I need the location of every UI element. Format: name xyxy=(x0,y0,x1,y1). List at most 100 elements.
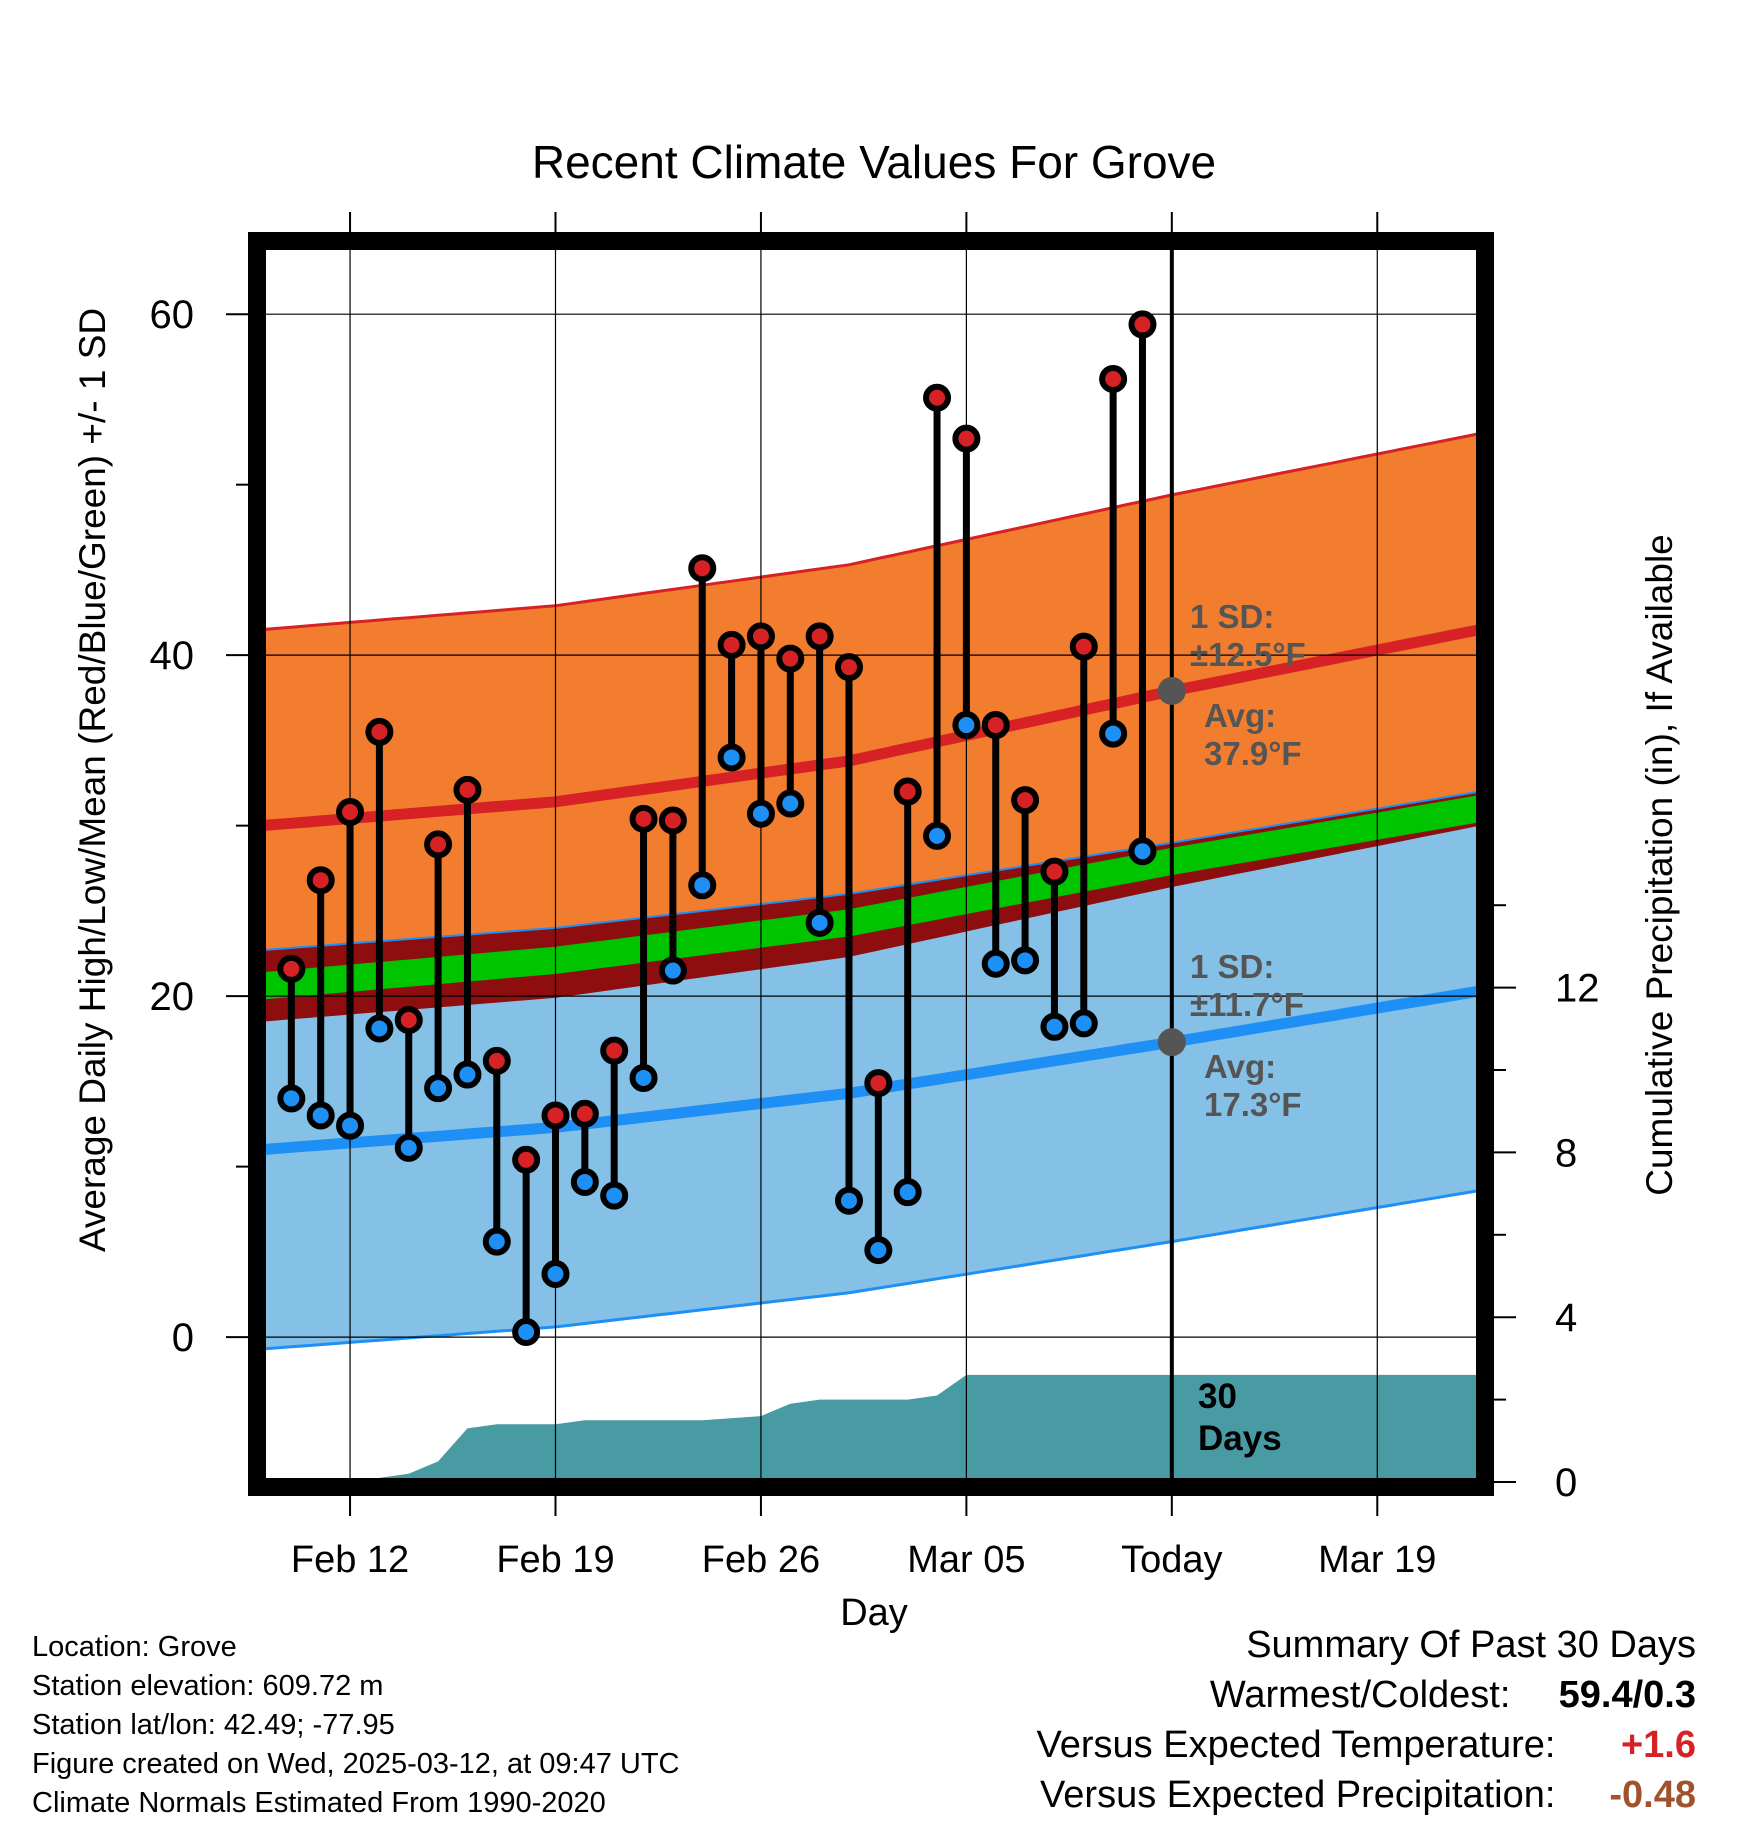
daily-low-point xyxy=(952,711,981,740)
y-tick-label: 20 xyxy=(150,975,195,1019)
daily-high-point xyxy=(834,653,863,682)
x-tick-label: Today xyxy=(1121,1539,1222,1581)
temp-label: Versus Expected Temperature: xyxy=(1036,1724,1556,1766)
precip-label: Versus Expected Precipitation: xyxy=(1040,1774,1556,1816)
daily-high-point xyxy=(1128,310,1157,339)
latlon-text: Station lat/lon: 42.49; -77.95 xyxy=(32,1709,395,1741)
today-high-avg-dot xyxy=(1157,676,1186,705)
daily-high-point xyxy=(776,644,805,673)
x-tick-label: Feb 19 xyxy=(496,1539,614,1581)
x-tick-label: Mar 19 xyxy=(1318,1539,1436,1581)
daily-high-point xyxy=(688,554,717,583)
warmest-label: Warmest/Coldest: xyxy=(1209,1674,1511,1716)
elevation-text: Station elevation: 609.72 m xyxy=(32,1670,384,1702)
y-tick-label: 0 xyxy=(172,1316,194,1360)
daily-low-point xyxy=(453,1060,482,1089)
y2-tick-label: 4 xyxy=(1555,1296,1577,1340)
daily-low-point xyxy=(541,1260,570,1289)
daily-high-point xyxy=(365,717,394,746)
daily-low-point xyxy=(482,1227,511,1256)
daily-high-point xyxy=(717,630,746,659)
daily-high-point xyxy=(629,804,658,833)
x-tick-label: Feb 12 xyxy=(291,1539,409,1581)
daily-high-point xyxy=(336,798,365,827)
daily-low-point xyxy=(1069,1009,1098,1038)
daily-low-point xyxy=(1128,837,1157,866)
daily-low-point xyxy=(394,1133,423,1162)
daily-low-point xyxy=(365,1014,394,1043)
y2-tick-label: 8 xyxy=(1555,1131,1577,1175)
daily-high-point xyxy=(541,1101,570,1130)
daily-low-point xyxy=(277,1084,306,1113)
daily-high-point xyxy=(424,830,453,859)
daily-low-point xyxy=(717,743,746,772)
normals-text: Climate Normals Estimated From 1990-2020 xyxy=(32,1787,606,1819)
daily-low-point xyxy=(805,908,834,937)
daily-low-point xyxy=(424,1074,453,1103)
daily-high-point xyxy=(570,1099,599,1128)
y2-tick-label: 12 xyxy=(1555,967,1600,1011)
daily-high-point xyxy=(981,711,1010,740)
daily-low-point xyxy=(306,1101,335,1130)
daily-high-point xyxy=(277,954,306,983)
created-text: Figure created on Wed, 2025-03-12, at 09… xyxy=(32,1748,680,1780)
y2-tick-label: 0 xyxy=(1555,1461,1577,1505)
high-avg-annotation: Avg: 37.9°F xyxy=(1204,697,1302,772)
daily-low-point xyxy=(864,1236,893,1265)
summary-panel: Summary Of Past 30 Days Warmest/Coldest:… xyxy=(1037,1620,1696,1820)
x-tick-label: Feb 26 xyxy=(702,1539,820,1581)
station-info: Location: Grove Station elevation: 609.7… xyxy=(32,1628,680,1823)
daily-low-point xyxy=(834,1186,863,1215)
summary-title: Summary Of Past 30 Days xyxy=(1246,1624,1696,1666)
high-sd-upper-edge xyxy=(261,432,1481,632)
temp-value: +1.6 xyxy=(1620,1724,1696,1766)
daily-low-point xyxy=(746,799,775,828)
daily-high-point xyxy=(1069,632,1098,661)
mean-line xyxy=(262,795,1480,1000)
x-tick-label: Mar 05 xyxy=(907,1539,1025,1581)
daily-low-point xyxy=(776,789,805,818)
warmest-value: 59.4/0.3 xyxy=(1558,1674,1696,1716)
x-axis-label: Day xyxy=(840,1592,908,1634)
daily-low-point xyxy=(600,1181,629,1210)
precip-value: -0.48 xyxy=(1609,1774,1696,1816)
plot-area: 1 SD: ±12.5°F Avg: 37.9°F 1 SD: ±11.7°F Avg: 17… xyxy=(150,212,1600,1581)
daily-high-point xyxy=(893,777,922,806)
daily-low-point xyxy=(336,1111,365,1140)
daily-high-point xyxy=(306,866,335,895)
high-sd-annotation: 1 SD: ±12.5°F xyxy=(1190,598,1306,673)
daily-high-point xyxy=(952,424,981,453)
daily-low-point xyxy=(658,956,687,985)
daily-high-point xyxy=(805,622,834,651)
window-label: 30 Days xyxy=(1198,1377,1282,1458)
daily-low-point xyxy=(512,1317,541,1346)
summary-temp: Versus Expected Temperature: +1.6 xyxy=(1037,1720,1696,1770)
summary-precip: Versus Expected Precipitation: -0.48 xyxy=(1037,1770,1696,1820)
y2-axis-label: Cumulative Precipitation (in), If Availa… xyxy=(1639,534,1680,1196)
chart-title: Recent Climate Values For Grove xyxy=(532,136,1216,188)
low-avg-annotation: Avg: 17.3°F xyxy=(1204,1048,1302,1123)
daily-low-point xyxy=(1040,1012,1069,1041)
summary-warmest: Warmest/Coldest: 59.4/0.3 xyxy=(1037,1670,1696,1720)
daily-high-point xyxy=(394,1005,423,1034)
precipitation-area xyxy=(262,1374,1480,1482)
plot-frame xyxy=(248,232,1494,1496)
daily-low-point xyxy=(629,1063,658,1092)
low-sd-annotation: 1 SD: ±11.7°F xyxy=(1190,948,1304,1023)
daily-low-point xyxy=(893,1178,922,1207)
daily-low-point xyxy=(1099,719,1128,748)
low-sd-lower-edge xyxy=(261,1189,1481,1351)
daily-high-point xyxy=(923,383,952,412)
daily-high-point xyxy=(453,775,482,804)
daily-high-point xyxy=(746,622,775,651)
location-text: Location: Grove xyxy=(32,1631,237,1663)
y-axis-label: Average Daily High/Low/Mean (Red/Blue/Gr… xyxy=(72,308,113,1252)
daily-high-point xyxy=(512,1145,541,1174)
daily-low-point xyxy=(688,871,717,900)
today-low-avg-dot xyxy=(1157,1028,1186,1057)
daily-low-point xyxy=(1011,946,1040,975)
y-tick-label: 40 xyxy=(150,634,195,678)
y-tick-label: 60 xyxy=(150,293,195,337)
daily-high-point xyxy=(1099,364,1128,393)
